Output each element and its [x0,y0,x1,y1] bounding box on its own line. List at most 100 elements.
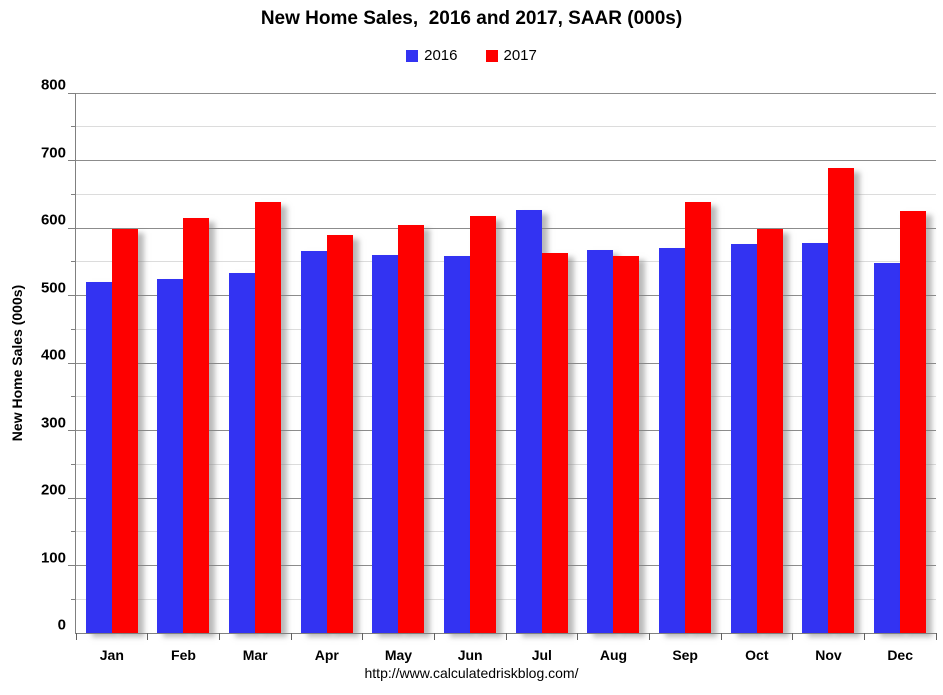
x-tick-label-Jun: Jun [457,647,483,663]
y-tick-label: 500 [40,279,66,296]
bar-2016-Nov [802,243,829,633]
bar-2016-Aug [587,250,614,633]
bar-2017-May [398,225,425,633]
minor-gridline [76,531,936,533]
bar-2016-Feb [157,279,184,633]
x-axis-tick [362,633,364,640]
y-axis-tick [71,193,76,195]
y-axis-tick [71,328,76,330]
bar-2017-Dec [900,211,927,633]
bar-2016-May [372,255,399,633]
category-Mar [219,93,291,633]
legend-swatch-2017 [485,49,498,62]
y-axis-tick [68,92,76,94]
major-gridline [76,92,936,94]
x-tick-label-Sep: Sep [672,647,698,663]
legend: 2016 2017 [0,47,943,64]
x-tick-label-Dec: Dec [887,647,913,663]
bar-2017-Feb [183,218,210,633]
major-gridline [76,160,936,161]
bar-2016-Jun [444,256,471,633]
category-Oct [721,93,793,633]
bar-2016-Dec [874,263,901,633]
y-tick-label: 400 [40,346,66,364]
y-tick-label: 600 [40,211,66,229]
x-axis-tick [577,633,579,640]
y-tick-label: 300 [40,414,66,431]
major-gridline [76,227,936,229]
x-tick-label-Oct: Oct [745,647,769,663]
x-tick-label-May: May [384,647,413,663]
bar-2016-Sep [659,248,686,633]
x-tick-label-Nov: Nov [815,647,842,663]
category-Apr [291,93,363,633]
bar-2016-Mar [229,273,256,633]
category-Dec [864,93,936,633]
category-Aug [578,93,650,633]
y-axis-tick [71,531,76,533]
x-axis-tick [720,633,722,640]
plot-area: 0 100 200 300 400 500 600 700 800 Jan Feb Mar Apr May… [41,77,937,663]
minor-gridline [76,126,936,128]
minor-gridline [76,193,936,195]
category-Jul [506,93,578,633]
x-axis-tick [863,633,865,640]
bar-2017-Aug [613,256,640,633]
y-axis-tick [71,126,76,128]
x-axis-tick [75,633,77,640]
category-Jun [434,93,506,633]
major-gridline [76,430,936,431]
minor-gridline [76,328,936,330]
legend-item-2017: 2017 [485,47,537,64]
y-axis-tick [68,160,76,161]
bar-2016-Jul [515,210,542,633]
y-tick-label: 0 [57,616,66,634]
major-gridline [76,497,936,499]
y-axis-tick [68,565,76,566]
y-tick-label: 700 [40,144,66,161]
legend-label-2017: 2017 [503,47,537,64]
bar-2017-Jan [111,229,138,633]
chart-title: New Home Sales, 2016 and 2017, SAAR (000… [260,8,683,29]
bar-2016-Oct [730,244,757,633]
bar-2017-Jun [470,216,497,633]
bar-2017-Jul [541,253,568,633]
minor-gridline [76,396,936,398]
y-axis-tick [68,430,76,431]
y-axis-tick [68,362,76,364]
y-axis-tick [68,227,76,229]
x-tick-label-Jan: Jan [99,647,124,663]
x-tick-label-Jul: Jul [531,647,552,663]
x-axis-tick [505,633,507,640]
major-gridline [76,295,936,296]
bar-2017-Apr [326,235,353,633]
legend-label-2016: 2016 [424,47,458,64]
x-axis-tick [147,633,149,640]
source-url: http://www.calculatedriskblog.com/ [364,665,579,681]
y-axis-tick [71,261,76,263]
y-tick-label: 200 [40,481,66,499]
category-Nov [793,93,865,633]
x-axis-tick [433,633,435,640]
bar-2017-Mar [255,202,282,633]
category-Sep [649,93,721,633]
x-tick-label-Apr: Apr [314,647,339,663]
bar-2017-Sep [685,202,712,633]
y-axis-tick [71,598,76,600]
category-May [363,93,435,633]
y-axis-tick [71,396,76,398]
x-axis-tick [792,633,794,640]
minor-gridline [76,598,936,600]
category-Feb [148,93,220,633]
x-tick-label-Feb: Feb [171,647,196,663]
bar-2017-Oct [756,229,783,633]
y-axis-tick [68,295,76,296]
minor-gridline [76,463,936,465]
x-tick-label-Aug: Aug [599,647,628,663]
major-gridline [76,565,936,566]
x-axis-tick [648,633,650,640]
category-Jan [76,93,148,633]
x-axis-tick [290,633,292,640]
y-axis-tick [71,463,76,465]
